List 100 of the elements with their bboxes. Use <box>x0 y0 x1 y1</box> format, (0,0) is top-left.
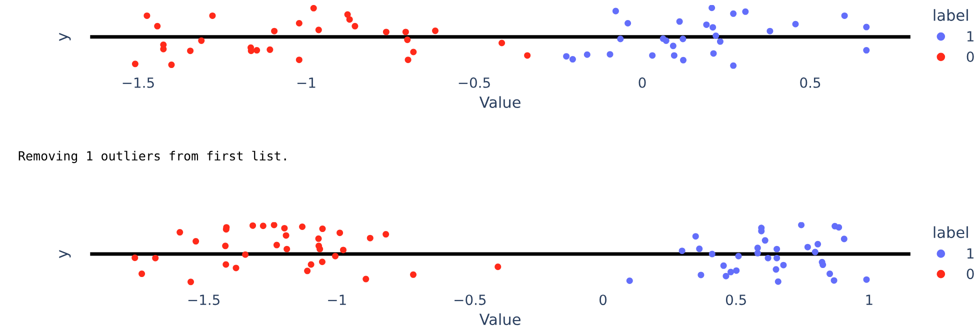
point <box>382 28 390 36</box>
legend-label: 0 <box>966 268 974 280</box>
legend-label: 1 <box>967 31 974 42</box>
legend-title: label <box>934 226 968 238</box>
point <box>209 12 216 19</box>
point <box>352 22 358 30</box>
point <box>624 20 632 27</box>
point <box>248 48 254 54</box>
point <box>612 8 619 14</box>
x-tick-label: −0.5 <box>454 294 486 306</box>
point <box>863 24 870 30</box>
point <box>188 278 194 286</box>
point <box>754 250 761 256</box>
point <box>742 8 749 15</box>
x-tick-label: 0.5 <box>726 294 746 306</box>
point <box>308 261 314 268</box>
point <box>144 12 150 19</box>
point <box>680 36 686 42</box>
point <box>804 244 811 250</box>
x-tick-label: 0 <box>600 294 607 306</box>
point <box>670 42 676 50</box>
point <box>284 246 290 252</box>
point <box>198 37 205 44</box>
point <box>319 226 326 232</box>
point <box>154 22 161 30</box>
point <box>716 38 724 45</box>
point <box>703 21 710 28</box>
point <box>662 37 670 44</box>
point <box>432 28 439 34</box>
text: Removing 1 outliers from first list. <box>18 150 286 164</box>
point <box>296 20 302 27</box>
point <box>332 252 339 260</box>
point <box>296 56 302 64</box>
point <box>266 46 274 53</box>
point <box>708 4 716 12</box>
point <box>710 50 717 57</box>
point <box>584 51 590 58</box>
point <box>563 53 570 60</box>
point <box>494 264 502 270</box>
point <box>340 246 347 254</box>
point <box>318 258 326 266</box>
point <box>814 240 822 248</box>
point <box>680 56 687 64</box>
point <box>774 246 780 252</box>
point <box>304 268 311 274</box>
point <box>152 254 159 262</box>
point <box>315 26 322 34</box>
point <box>524 52 531 59</box>
point <box>826 270 834 278</box>
point <box>168 62 175 68</box>
point <box>498 40 506 46</box>
point <box>617 36 624 42</box>
point <box>404 36 411 44</box>
point <box>402 28 409 36</box>
point <box>698 272 704 278</box>
x-tick-label: 0.5 <box>800 77 820 88</box>
point <box>774 254 780 262</box>
point <box>346 16 353 23</box>
point <box>792 20 799 28</box>
point <box>733 267 740 274</box>
point <box>649 52 656 59</box>
point <box>132 60 138 68</box>
point <box>271 28 278 34</box>
point <box>678 248 686 254</box>
x-tick-label: −1 <box>297 78 316 88</box>
y-axis-title: y <box>59 32 71 41</box>
x-tick-label: 1 <box>866 294 872 305</box>
point <box>410 48 417 56</box>
point <box>222 261 230 268</box>
point <box>728 268 734 276</box>
point <box>764 254 772 262</box>
x-tick-label: −0.5 <box>458 77 490 88</box>
point <box>410 271 417 278</box>
point <box>366 234 374 242</box>
point <box>722 272 730 280</box>
point <box>772 266 780 273</box>
point <box>242 251 249 258</box>
point <box>730 10 737 17</box>
point <box>336 230 344 236</box>
point <box>160 46 167 52</box>
point <box>254 47 260 54</box>
point <box>382 231 390 238</box>
point <box>260 222 266 230</box>
point <box>766 28 774 34</box>
x-axis-title: Value <box>479 96 520 108</box>
point <box>606 51 614 58</box>
point <box>222 242 229 250</box>
point <box>774 278 782 285</box>
point <box>780 262 787 268</box>
point <box>270 222 278 228</box>
point <box>710 24 716 31</box>
point <box>315 235 322 242</box>
x-axis-title: Value <box>479 313 520 326</box>
point <box>712 32 720 39</box>
point <box>762 237 768 244</box>
x-tick-label: 0 <box>638 77 646 88</box>
x-tick-label: −1.5 <box>122 78 154 88</box>
point <box>863 47 870 54</box>
point <box>708 250 716 258</box>
point <box>310 4 317 12</box>
